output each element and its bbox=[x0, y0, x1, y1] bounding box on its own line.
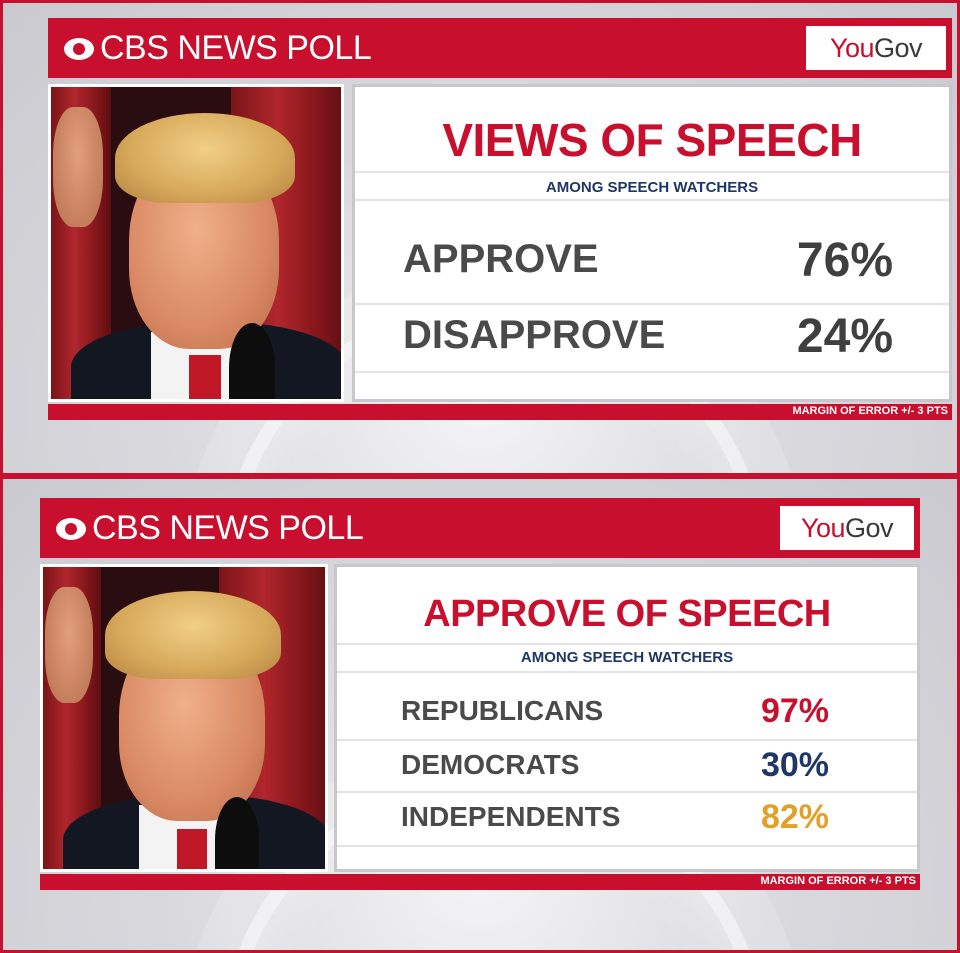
header-bar: CBS NEWS POLL bbox=[48, 18, 952, 78]
poll-graphic-2: CBS NEWS POLL You Gov APPROVE OF SPEECH A… bbox=[40, 498, 920, 890]
header-bar: CBS NEWS POLL bbox=[40, 498, 920, 558]
divider bbox=[337, 643, 917, 645]
row-value: 76% bbox=[796, 234, 893, 287]
card-subtitle: AMONG SPEECH WATCHERS bbox=[520, 649, 734, 666]
clapping-hands bbox=[45, 587, 93, 703]
margin-of-error-bar: MARGIN OF ERROR +/- 3 PTS bbox=[48, 404, 952, 420]
divider bbox=[337, 671, 917, 673]
poll-graphic-1: CBS NEWS POLL You Gov VIEWS OF SPEECH AMO… bbox=[48, 18, 952, 420]
divider bbox=[355, 199, 949, 201]
hair bbox=[115, 113, 295, 203]
result-row: REPUBLICANS 97% bbox=[337, 692, 917, 739]
row-value: 97% bbox=[760, 692, 829, 730]
clapping-hands bbox=[53, 107, 103, 227]
row-value: 24% bbox=[796, 310, 893, 363]
result-row: INDEPENDENTS 82% bbox=[337, 798, 917, 845]
result-card: VIEWS OF SPEECH AMONG SPEECH WATCHERS AP… bbox=[352, 84, 952, 402]
divider bbox=[337, 791, 917, 793]
speaker-photo bbox=[48, 84, 344, 402]
poll-panel-1: CBS NEWS POLL You Gov VIEWS OF SPEECH AMO… bbox=[0, 0, 960, 476]
yougov-logo: You Gov bbox=[806, 26, 946, 70]
result-row: DEMOCRATS 30% bbox=[337, 746, 917, 793]
result-row: APPROVE 76% bbox=[355, 234, 949, 297]
card-subtitle: AMONG SPEECH WATCHERS bbox=[545, 179, 759, 196]
row-value: 82% bbox=[760, 798, 829, 836]
row-label: INDEPENDENTS bbox=[401, 801, 621, 832]
divider bbox=[355, 303, 949, 305]
speaker-photo bbox=[40, 564, 328, 872]
result-card: APPROVE OF SPEECH AMONG SPEECH WATCHERS … bbox=[334, 564, 920, 872]
row-label: DISAPPROVE bbox=[403, 313, 666, 357]
divider bbox=[355, 171, 949, 173]
cbs-eye-icon bbox=[56, 518, 86, 540]
cbs-eye-icon bbox=[64, 38, 94, 60]
row-label: DEMOCRATS bbox=[401, 749, 580, 780]
divider bbox=[337, 845, 917, 847]
divider bbox=[337, 739, 917, 741]
margin-of-error-bar: MARGIN OF ERROR +/- 3 PTS bbox=[40, 874, 920, 890]
row-value: 30% bbox=[760, 746, 829, 784]
result-row: DISAPPROVE 24% bbox=[355, 310, 949, 373]
brand-label: CBS NEWS POLL bbox=[100, 28, 372, 67]
card-title: VIEWS OF SPEECH bbox=[442, 114, 862, 166]
yougov-logo: You Gov bbox=[780, 506, 914, 550]
row-label: APPROVE bbox=[403, 237, 599, 281]
row-label: REPUBLICANS bbox=[401, 695, 604, 726]
card-title: APPROVE OF SPEECH bbox=[423, 593, 831, 635]
hair bbox=[105, 591, 281, 679]
poll-panel-2: CBS NEWS POLL You Gov APPROVE OF SPEECH A… bbox=[0, 476, 960, 953]
divider bbox=[355, 371, 949, 373]
red-tie bbox=[177, 829, 207, 869]
microphone bbox=[229, 323, 275, 399]
red-tie bbox=[189, 355, 221, 399]
microphone bbox=[215, 797, 259, 869]
brand-label: CBS NEWS POLL bbox=[92, 508, 364, 547]
